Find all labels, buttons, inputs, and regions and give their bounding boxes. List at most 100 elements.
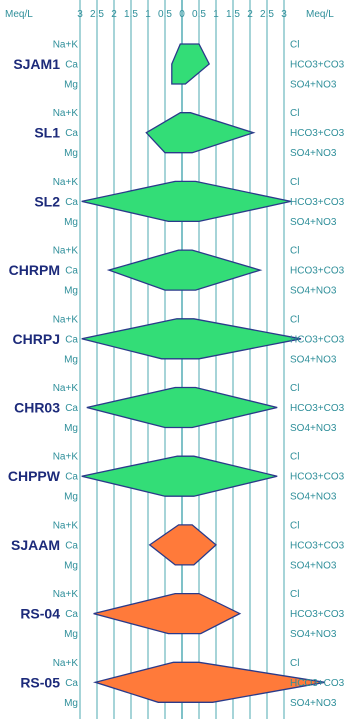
cation-label: Mg <box>64 80 78 91</box>
sample-name: SL2 <box>34 193 60 209</box>
tick-label: 1 <box>145 9 151 20</box>
sample-name: RS-05 <box>20 674 60 690</box>
sample-name: SL1 <box>34 125 60 141</box>
tick-label: 2 <box>247 9 253 20</box>
cation-label: Na+K <box>53 520 79 531</box>
anion-label: HCO3+CO3 <box>290 472 345 483</box>
cation-label: Ca <box>65 266 78 277</box>
axis-labels: Meq/L Meq/L <box>5 9 334 20</box>
cation-label: Ca <box>65 334 78 345</box>
unit-right: Meq/L <box>306 9 334 20</box>
cation-label: Na+K <box>53 314 79 325</box>
cation-label: Ca <box>65 678 78 689</box>
cation-label: Ca <box>65 472 78 483</box>
cation-label: Mg <box>64 423 78 434</box>
tick-label: 3 <box>77 9 83 20</box>
sample-name: CHRPM <box>9 262 60 278</box>
anion-label: SO4+NO3 <box>290 492 337 503</box>
anion-label: HCO3+CO3 <box>290 60 345 71</box>
tick-label: 0 <box>179 9 185 20</box>
tick-label: 2.5 <box>90 9 104 20</box>
stiff-polygons <box>81 43 325 703</box>
anion-label: HCO3+CO3 <box>290 403 345 414</box>
anion-label: Cl <box>290 383 299 394</box>
stiff-polygon-chppw <box>81 455 278 497</box>
cation-label: Na+K <box>53 40 79 51</box>
tick-label: 2 <box>111 9 117 20</box>
tick-label: 3 <box>281 9 287 20</box>
tick-label: 1 <box>213 9 219 20</box>
anion-label: Cl <box>290 589 299 600</box>
cation-label: Na+K <box>53 108 79 119</box>
cation-label: Mg <box>64 698 78 709</box>
anion-label: SO4+NO3 <box>290 629 337 640</box>
tick-label: 1.5 <box>124 9 138 20</box>
cation-label: Mg <box>64 286 78 297</box>
ion-and-site-labels: Na+K Ca Mg Cl HCO3+CO3 SO4+NO3 SJAM1 Na+K Ca Mg Cl… <box>8 40 345 709</box>
anion-label: HCO3+CO3 <box>290 540 345 551</box>
sample-name: CHRPJ <box>13 331 60 347</box>
tick-label: 0.5 <box>192 9 206 20</box>
anion-label: HCO3+CO3 <box>290 334 345 345</box>
anion-label: SO4+NO3 <box>290 217 337 228</box>
cation-label: Mg <box>64 560 78 571</box>
cation-label: Na+K <box>53 246 79 257</box>
cation-label: Na+K <box>53 452 79 463</box>
cation-label: Mg <box>64 492 78 503</box>
cation-label: Ca <box>65 609 78 620</box>
anion-label: SO4+NO3 <box>290 354 337 365</box>
cation-label: Na+K <box>53 177 79 188</box>
anion-label: HCO3+CO3 <box>290 197 345 208</box>
anion-label: Cl <box>290 658 299 669</box>
stiff-polygon-chrpj <box>81 318 302 360</box>
stiff-polygon-rs-05 <box>92 661 325 703</box>
cation-label: Mg <box>64 148 78 159</box>
stiff-polygon-chrpm <box>106 249 263 291</box>
unit-left: Meq/L <box>5 9 33 20</box>
anion-label: SO4+NO3 <box>290 286 337 297</box>
stiff-polygon-chr03 <box>86 386 278 429</box>
sample-name: CHR03 <box>14 400 60 416</box>
anion-label: HCO3+CO3 <box>290 128 345 139</box>
cation-label: Ca <box>65 128 78 139</box>
anion-label: Cl <box>290 246 299 257</box>
cation-label: Na+K <box>53 658 79 669</box>
cation-label: Mg <box>64 354 78 365</box>
anion-label: SO4+NO3 <box>290 698 337 709</box>
tick-label: 0.5 <box>158 9 172 20</box>
anion-label: Cl <box>290 177 299 188</box>
anion-label: Cl <box>290 520 299 531</box>
cation-label: Ca <box>65 540 78 551</box>
stiff-polygon-sl1 <box>145 112 256 154</box>
tick-label: 1.5 <box>226 9 240 20</box>
anion-label: SO4+NO3 <box>290 148 337 159</box>
tick-label: 2.5 <box>260 9 274 20</box>
x-tick-labels: 3 2.5 2 1.5 1 0.5 0 0.5 1 1.5 2 2.5 3 <box>77 9 287 20</box>
stiff-polygon-sl2 <box>81 180 291 223</box>
stiff-polygon-sjaam <box>148 524 217 566</box>
anion-label: SO4+NO3 <box>290 80 337 91</box>
cation-label: Na+K <box>53 589 79 600</box>
anion-label: Cl <box>290 40 299 51</box>
stiff-polygon-rs-04 <box>93 592 242 635</box>
sample-name: CHPPW <box>8 468 61 484</box>
cation-label: Ca <box>65 197 78 208</box>
anion-label: SO4+NO3 <box>290 560 337 571</box>
sample-name: RS-04 <box>20 606 60 622</box>
anion-label: HCO3+CO3 <box>290 678 345 689</box>
anion-label: Cl <box>290 452 299 463</box>
cation-label: Ca <box>65 403 78 414</box>
anion-label: Cl <box>290 314 299 325</box>
anion-label: SO4+NO3 <box>290 423 337 434</box>
cation-label: Mg <box>64 629 78 640</box>
anion-label: HCO3+CO3 <box>290 609 345 620</box>
cation-label: Na+K <box>53 383 79 394</box>
cation-label: Ca <box>65 60 78 71</box>
sample-name: SJAM1 <box>13 56 60 72</box>
stiff-polygon-sjam1 <box>171 43 211 85</box>
anion-label: HCO3+CO3 <box>290 266 345 277</box>
sample-name: SJAAM <box>11 537 60 553</box>
anion-label: Cl <box>290 108 299 119</box>
cation-label: Mg <box>64 217 78 228</box>
